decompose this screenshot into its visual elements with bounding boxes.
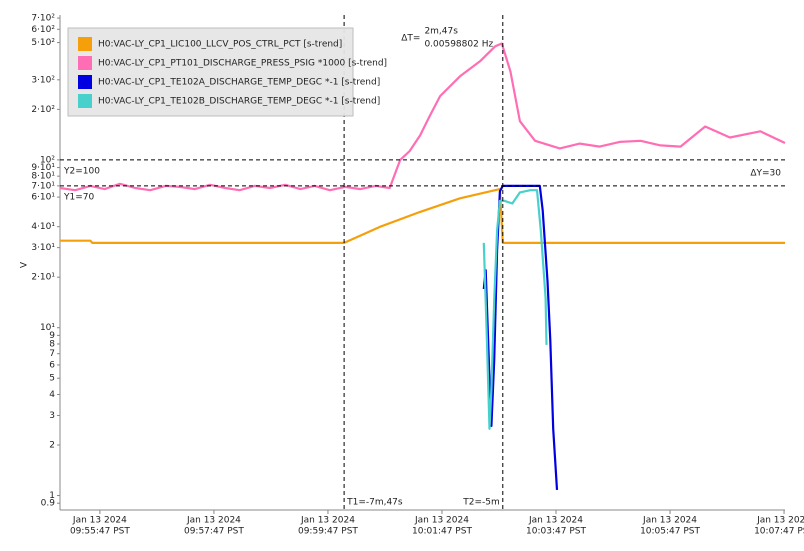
x-tick-label: Jan 13 2024 xyxy=(642,516,697,526)
y-tick-label: 0.9 xyxy=(41,499,56,509)
y-tick-label: 4·10¹ xyxy=(31,222,55,232)
y-tick-label: 5 xyxy=(49,374,55,384)
series-line xyxy=(482,189,548,430)
x-tick-label: Jan 13 2024 xyxy=(186,516,241,526)
x-tick-label: Jan 13 2024 xyxy=(528,516,583,526)
legend-label: H0:VAC-LY_CP1_PT101_DISCHARGE_PRESS_PSIG… xyxy=(98,59,387,69)
y-tick-label: 8·10¹ xyxy=(31,172,55,182)
y-tick-label: 4 xyxy=(49,390,55,400)
v-cursor-label: T2=-5m xyxy=(462,498,500,508)
y-tick-label: 3 xyxy=(49,411,55,421)
y-tick-label: 6·10¹ xyxy=(31,193,55,203)
legend-label: H0:VAC-LY_CP1_TE102B_DISCHARGE_TEMP_DEGC… xyxy=(98,97,380,107)
series-line xyxy=(59,42,786,192)
y-tick-label: 7·10² xyxy=(31,14,55,24)
x-tick-label: 10:07:47 PST xyxy=(754,527,804,537)
series-line xyxy=(482,184,559,490)
x-tick-label: Jan 13 2024 xyxy=(414,516,469,526)
legend-swatch xyxy=(78,75,92,89)
series-line xyxy=(60,188,785,244)
y-tick-label: 6 xyxy=(49,360,55,370)
delta-t-label: ΔT= xyxy=(401,34,420,44)
delta-y-label: ΔY=30 xyxy=(750,168,781,178)
x-tick-label: 10:03:47 PST xyxy=(526,527,586,537)
y-tick-label: 10¹ xyxy=(40,323,55,333)
delta-t-value: 2m,47s xyxy=(424,27,458,37)
h-cursor-label: Y2=100 xyxy=(63,166,100,176)
y-tick-label: 3·10¹ xyxy=(31,243,55,253)
delta-t-value: 0.00598802 Hz xyxy=(424,40,493,50)
y-tick-label: 8 xyxy=(49,339,55,349)
x-tick-label: Jan 13 2024 xyxy=(300,516,355,526)
y-tick-label: 7 xyxy=(49,349,55,359)
v-cursor-label: T1=-7m,47s xyxy=(346,498,403,508)
x-tick-label: Jan 13 2024 xyxy=(756,516,804,526)
x-tick-label: 10:05:47 PST xyxy=(640,527,700,537)
legend-swatch xyxy=(78,56,92,70)
legend: H0:VAC-LY_CP1_LIC100_LLCV_POS_CTRL_PCT [… xyxy=(67,27,387,117)
y-tick-label: 2·10² xyxy=(31,105,55,115)
y-tick-label: 1 xyxy=(49,491,55,501)
y-tick-label: 5·10² xyxy=(31,38,55,48)
x-tick-label: 09:59:47 PST xyxy=(298,527,358,537)
y-tick-label: 9 xyxy=(49,331,55,341)
legend-label: H0:VAC-LY_CP1_LIC100_LLCV_POS_CTRL_PCT [… xyxy=(98,40,342,50)
y-axis-label: V xyxy=(20,261,30,268)
legend-label: H0:VAC-LY_CP1_TE102A_DISCHARGE_TEMP_DEGC… xyxy=(98,78,380,88)
legend-box xyxy=(67,27,354,117)
x-tick-label: Jan 13 2024 xyxy=(72,516,127,526)
legend-swatch xyxy=(78,37,92,51)
y-tick-label: 6·10² xyxy=(31,25,55,35)
x-tick-label: 10:01:47 PST xyxy=(412,527,472,537)
y-tick-label: 7·10¹ xyxy=(31,181,55,191)
legend-swatch xyxy=(78,94,92,108)
x-tick-label: 09:55:47 PST xyxy=(70,527,130,537)
y-tick-label: 10² xyxy=(40,155,55,165)
y-tick-label: 2 xyxy=(49,441,55,451)
y-tick-label: 2·10¹ xyxy=(31,273,55,283)
x-tick-label: 09:57:47 PST xyxy=(184,527,244,537)
y-tick-label: 3·10² xyxy=(31,75,55,85)
h-cursor-label: Y1=70 xyxy=(63,192,94,202)
y-tick-label: 9·10¹ xyxy=(31,163,55,173)
